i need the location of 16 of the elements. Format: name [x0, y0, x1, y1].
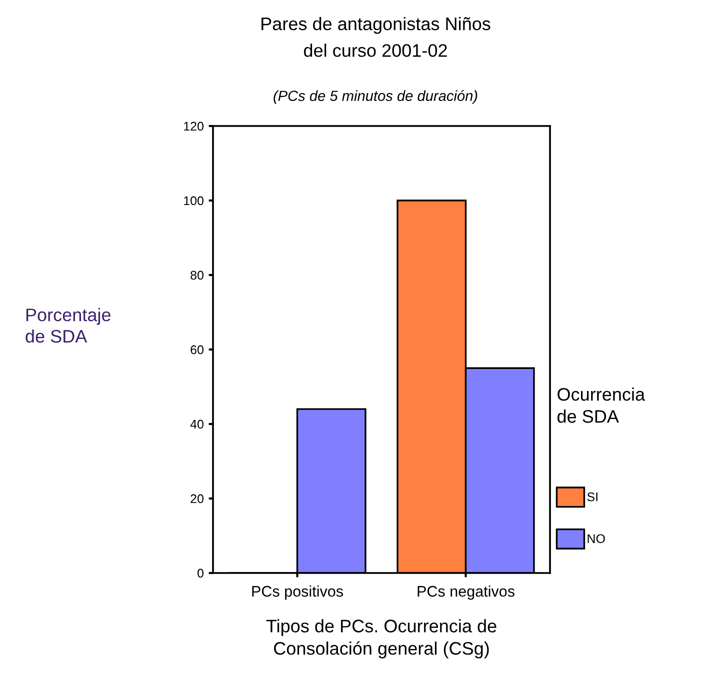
y-axis-title: Porcentaje de SDA [26, 308, 110, 343]
y-tick-label: 100 [184, 196, 204, 206]
y-tick-label: 120 [184, 122, 204, 131]
chart-title: Pares de antagonistas Niños del curso 2001-02 [262, 17, 490, 57]
legend-label: SI [587, 492, 598, 502]
y-tick-label: 40 [190, 420, 204, 429]
y-tick-label: 60 [190, 345, 204, 354]
x-tick-label: PCs positivos [252, 586, 343, 600]
y-tick-label: 0 [198, 568, 204, 578]
legend-title: Ocurrencia de SDA [558, 387, 646, 423]
x-axis-title: Tipos de PCs. Ocurrencia de Consolación general (CSg) [266, 619, 496, 658]
x-tick-label: PCs negativos [418, 586, 514, 600]
chart-subtitle: (PCs de 5 minutos de duración) [274, 90, 478, 104]
legend-label: NO [588, 534, 605, 544]
y-tick-label: 80 [190, 270, 204, 280]
y-tick-label: 20 [190, 494, 204, 504]
